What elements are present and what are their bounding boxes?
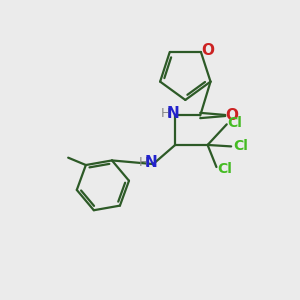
Text: H: H xyxy=(161,107,170,120)
Text: N: N xyxy=(167,106,180,121)
Text: O: O xyxy=(225,108,238,123)
Text: Cl: Cl xyxy=(217,162,232,176)
Text: Cl: Cl xyxy=(227,116,242,130)
Text: O: O xyxy=(201,43,214,58)
Text: N: N xyxy=(145,155,158,170)
Text: Cl: Cl xyxy=(233,140,248,153)
Text: H: H xyxy=(139,156,148,169)
